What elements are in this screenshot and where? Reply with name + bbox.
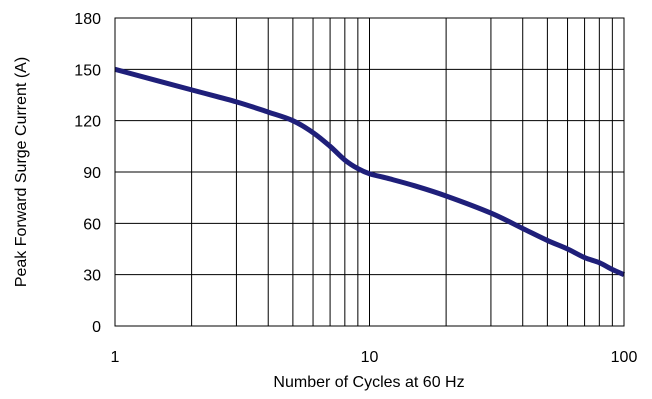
- y-tick-label: 30: [83, 268, 101, 285]
- series-line: [114, 66, 626, 277]
- y-tick-label: 120: [74, 114, 101, 131]
- x-tick-label: 1: [111, 349, 120, 366]
- y-tick-label: 0: [92, 319, 101, 336]
- x-axis-label: Number of Cycles at 60 Hz: [273, 374, 464, 391]
- plot-area-frame: [114, 17, 625, 327]
- series-layer: [114, 66, 626, 277]
- grid: [114, 17, 624, 327]
- y-axis-label: Peak Forward Surge Current (A): [13, 57, 30, 287]
- y-tick-label: 90: [83, 165, 101, 182]
- y-tick-label: 180: [74, 11, 101, 28]
- tick-labels: 0 30 60 90 120 150 180 1 10 100: [74, 11, 637, 366]
- y-tick-label: 60: [83, 216, 101, 233]
- x-tick-label: 100: [611, 349, 638, 366]
- y-tick-label: 150: [74, 62, 101, 79]
- x-tick-label: 10: [361, 349, 379, 366]
